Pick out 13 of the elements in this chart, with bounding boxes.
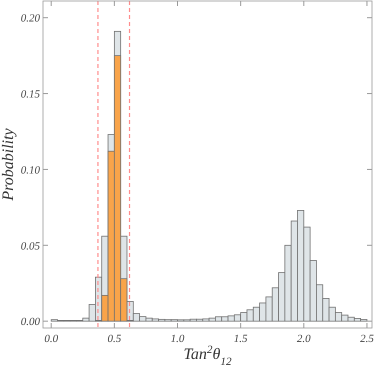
- y-tick-label: 0.00: [20, 316, 40, 328]
- y-tick-label: 0.05: [20, 240, 40, 252]
- y-tick-label: 0.10: [20, 164, 40, 176]
- y-tick-label: 0.15: [20, 88, 40, 101]
- x-axis-title: Tan$^{2}$θ$_{12}$: [183, 344, 232, 368]
- y-axis-title: Probability: [0, 127, 17, 202]
- x-tick-label: 2.0: [296, 333, 312, 345]
- x-tick-label: 0.0: [44, 333, 59, 345]
- x-tick-label: 2.5: [360, 333, 374, 345]
- y-tick-label: 0.20: [20, 12, 40, 25]
- x-tick-label: 0.5: [107, 333, 122, 345]
- x-tick-label: 1.5: [234, 333, 248, 345]
- x-tick-label: 1.0: [170, 333, 185, 345]
